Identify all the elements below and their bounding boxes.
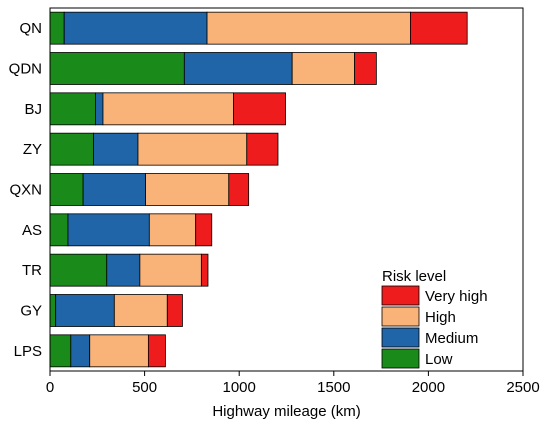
bar-qdn-high [291, 52, 356, 85]
category-label: BJ [24, 101, 42, 118]
x-tick-label: 2500 [506, 379, 539, 396]
bars-group [49, 11, 468, 368]
bar-qn-high [206, 11, 411, 45]
bar-as-very-high [195, 213, 213, 247]
bar-zy-high [137, 132, 248, 166]
category-label: ZY [23, 141, 42, 158]
legend-title: Risk level [382, 268, 446, 285]
bar-qdn-low [49, 52, 185, 85]
bar-qn-medium [63, 11, 208, 45]
bar-qn-very-high [410, 11, 468, 45]
bar-zy-medium [93, 132, 139, 166]
x-tick-label: 1000 [223, 379, 256, 396]
bar-zy-very-high [246, 132, 279, 166]
legend-swatch-high [381, 306, 420, 327]
x-tick-label: 500 [132, 379, 157, 396]
bar-tr-low [49, 253, 108, 287]
legend-swatch-low [381, 348, 420, 369]
category-label: GY [20, 303, 42, 320]
legend: Risk level Very high High Medium Low [381, 268, 488, 369]
x-tick-label: 0 [46, 379, 54, 396]
bar-bj-very-high [233, 92, 286, 126]
bar-qxn-medium [82, 173, 146, 206]
bar-bj-high [102, 92, 234, 126]
bar-lps-low [49, 334, 72, 368]
bar-tr-high [139, 253, 202, 287]
legend-label: Very high [425, 288, 488, 305]
bar-qdn-very-high [354, 52, 377, 85]
category-labels: QN QDN BJ ZY QXN AS TR GY LPS [9, 20, 43, 360]
x-tick-label: 2000 [412, 379, 445, 396]
legend-swatch-very-high [381, 285, 420, 306]
category-label: TR [22, 262, 42, 279]
category-label: QN [20, 20, 43, 37]
bar-tr-very-high [200, 253, 209, 287]
bar-gy-low [49, 294, 57, 327]
bar-as-low [49, 213, 69, 247]
bar-gy-high [113, 294, 168, 327]
bar-qxn-high [145, 173, 230, 206]
bar-qxn-very-high [228, 173, 250, 206]
x-axis-ticks: 0 500 1000 1500 2000 2500 [46, 371, 540, 396]
category-label: QDN [9, 61, 42, 78]
legend-label: High [425, 309, 456, 326]
bar-zy-low [49, 132, 94, 166]
bar-qxn-low [49, 173, 84, 206]
bar-bj-medium [95, 92, 104, 126]
bar-lps-high [89, 334, 149, 368]
bar-as-high [148, 213, 197, 247]
bar-qdn-medium [183, 52, 293, 85]
bar-lps-medium [70, 334, 91, 368]
legend-label: Low [425, 351, 453, 368]
bar-tr-medium [106, 253, 141, 287]
bar-lps-very-high [147, 334, 166, 368]
bar-bj-low [49, 92, 96, 126]
x-axis-title: Highway mileage (km) [212, 403, 360, 420]
category-label: LPS [14, 343, 42, 360]
x-tick-label: 1500 [317, 379, 350, 396]
bar-qn-low [49, 11, 65, 45]
bar-as-medium [67, 213, 150, 247]
category-label: QXN [9, 182, 42, 199]
legend-items: Very high High Medium Low [381, 285, 488, 369]
category-label: AS [22, 222, 42, 239]
legend-label: Medium [425, 330, 478, 347]
plot-frame [49, 7, 524, 372]
bar-gy-medium [55, 294, 115, 327]
bar-gy-very-high [166, 294, 183, 327]
legend-swatch-medium [381, 327, 420, 348]
